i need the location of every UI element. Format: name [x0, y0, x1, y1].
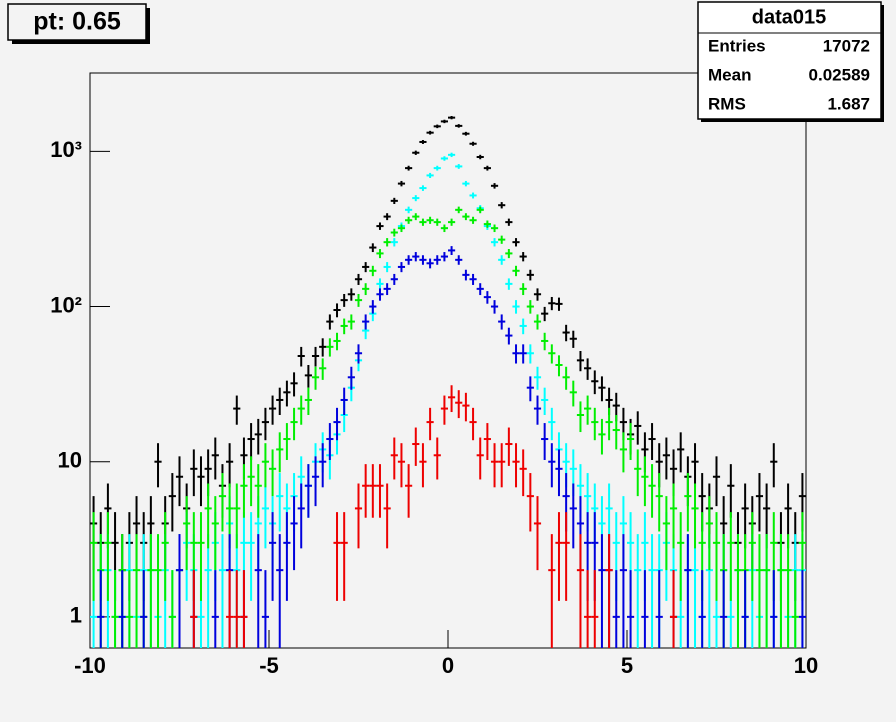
x-tick-label: 5 — [621, 653, 633, 678]
stats-rows: Entries 17072 Mean 0.02589 RMS 1.687 — [708, 36, 870, 113]
stats-label: Mean — [708, 65, 751, 84]
plot: -10 -5 0 5 10 1 10 10² 10³ — [50, 115, 818, 678]
frame — [89, 72, 807, 649]
x-tick-label: 0 — [442, 653, 454, 678]
y-tick-label: 1 — [70, 603, 82, 628]
y-tick-label: 10³ — [50, 137, 82, 162]
stats-value: 0.02589 — [809, 65, 870, 84]
stats-value: 1.687 — [827, 94, 870, 113]
stats-box — [697, 1, 882, 120]
title: pt: 0.65 — [33, 8, 121, 36]
x-tick-label: -5 — [259, 653, 279, 678]
title-box — [7, 3, 147, 41]
x-tick-label: 10 — [794, 653, 818, 678]
y-tick-label: 10 — [58, 448, 82, 473]
stats-title: data015 — [752, 6, 827, 28]
stats-label: RMS — [708, 94, 746, 113]
y-tick-label: 10² — [50, 292, 82, 317]
x-tick-label: -10 — [74, 653, 106, 678]
stats-label: Entries — [708, 36, 766, 55]
stats-value: 17072 — [823, 36, 870, 55]
